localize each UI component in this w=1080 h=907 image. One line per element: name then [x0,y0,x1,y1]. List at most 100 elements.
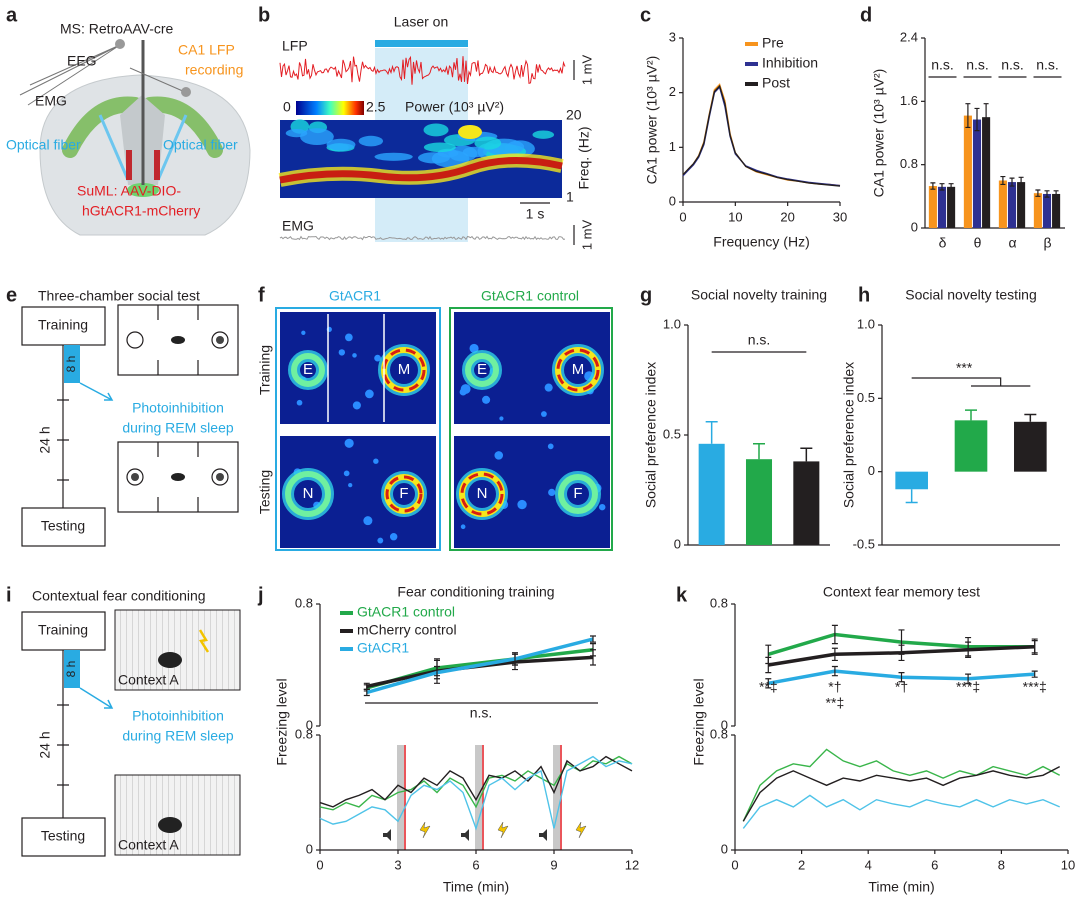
hippocampus [62,96,143,158]
error-bar [1018,176,1024,188]
arena-label: E [303,361,313,378]
arena-label: F [399,485,408,502]
error-bar [983,103,989,132]
y-tick-label: 0.8 [295,595,313,610]
blob [458,125,482,139]
label: 8 h [64,661,78,678]
x-axis-label: Frequency (Hz) [713,234,809,250]
line [742,748,1061,822]
error-bar [898,672,905,683]
x-tick-label: 2 [798,857,805,872]
chart-title: Social novelty training [691,287,827,303]
y-tick-label: 0.8 [710,595,728,610]
panel-label: j [257,584,264,606]
bar [698,443,725,545]
annotation-line [911,377,1031,387]
frame [275,307,441,551]
spot [469,343,479,353]
error-bar [590,649,596,666]
frame [449,307,613,551]
spot [389,532,398,541]
wire [129,67,186,93]
error-bar [363,688,370,697]
annotation: *** [956,360,973,376]
laser-bar [375,40,468,47]
x-tick-label: 9 [550,857,557,872]
scale-label: 1 mV [579,55,594,86]
label: CA1 LFP [178,42,235,58]
title: Three-chamber social test [38,288,200,304]
label: Testing [41,518,85,534]
error-bar [1031,670,1038,678]
spot [494,451,504,460]
annotation: n.s. [470,705,493,721]
line [682,83,841,187]
spot [548,488,556,497]
context-box [114,774,241,856]
bar [1014,421,1047,472]
label: Photoinhibition [132,708,224,724]
y-tick-label: 0.5 [857,390,875,405]
fiber [98,114,130,181]
spot [460,524,466,530]
annotation: *† [828,679,841,695]
ring [465,353,499,387]
panel-label: e [6,284,17,306]
spot [482,395,491,404]
error-bar [1044,190,1050,198]
y-tick-label: 0.5 [663,426,681,441]
label: Testing [41,828,85,844]
blob [417,152,450,164]
line [742,794,1060,829]
y-tick-label: 1 [669,139,676,154]
ticks [57,399,69,481]
annotation: **‡ [759,679,778,695]
x-tick-label: 3 [394,857,401,872]
bar [895,471,928,490]
y-tick-label: 0 [306,717,313,732]
bar [972,119,982,228]
spot [499,416,504,421]
y-axis-label: Freezing level [691,678,707,765]
ring [291,353,325,387]
blob [462,146,488,158]
annotation: ***‡ [1023,679,1047,695]
annotation: n.s. [1036,57,1059,73]
spot [296,399,303,406]
screw [115,39,125,49]
x-tick-label: 0 [679,209,686,224]
line [319,755,633,808]
x-tick-label: 6 [931,857,938,872]
panel-label: g [640,284,652,306]
y-tick-label: 0 [674,536,681,551]
blob [300,128,334,146]
error-bar [905,489,918,504]
y-axis-label: CA1 power (10³ µV²) [644,56,660,185]
ring [385,475,423,513]
error-bar [1000,175,1006,186]
annotation: n.s. [1001,57,1024,73]
y-tick-label: 0 [911,219,918,234]
ticks [57,704,69,786]
label: EEG [67,53,97,69]
heatmaps: GtACR1 GtACR1 control Training Testing E… [257,288,613,551]
wires [19,44,121,106]
panel-label: c [640,4,651,26]
arena-label: M [398,361,411,378]
colorbar-tick: 2.5 [366,99,386,115]
legend-label: GtACR1 [357,640,409,656]
spot [343,470,350,477]
mouse [158,817,182,833]
spot [344,438,354,448]
annotation: n.s. [966,57,989,73]
error-bar [1031,638,1038,655]
y-axis-label: Freezing level [274,678,290,765]
ring [558,474,598,514]
error-bar [974,107,980,132]
x-tick-label: 4 [865,857,872,872]
screw [181,87,191,97]
spectrogram-blobs [278,119,564,187]
panel-labels: a b c d e f g h i j k [6,4,872,606]
colorbar [296,101,364,115]
